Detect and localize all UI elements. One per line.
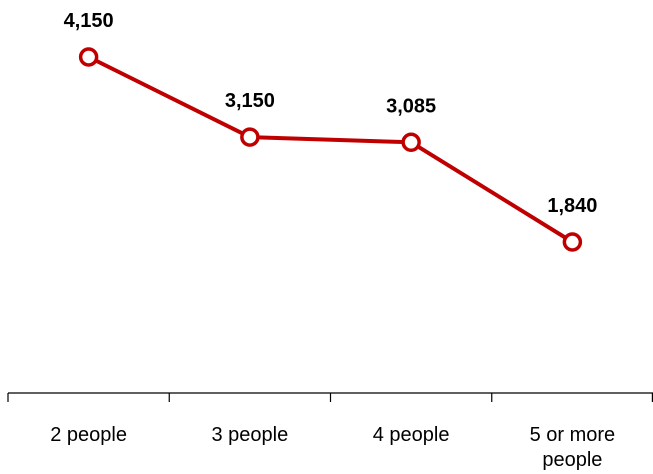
data-label: 3,085 [386, 95, 436, 117]
x-tick-label: 5 or more people [530, 424, 616, 471]
x-axis [7, 392, 653, 402]
x-tick-label: 3 people [212, 424, 289, 446]
series-line [87, 55, 574, 244]
series-line-group [87, 55, 574, 244]
data-label: 4,150 [64, 10, 114, 32]
data-point [240, 127, 260, 147]
data-point [401, 132, 421, 153]
x-tick-label: 2 people [50, 424, 127, 446]
data-markers [78, 47, 583, 252]
data-point [562, 232, 583, 252]
data-point [78, 47, 99, 67]
data-label: 1,840 [547, 195, 597, 217]
data-labels: 4,150 3,150 3,085 1,840 [64, 10, 598, 217]
data-label: 3,150 [225, 90, 275, 112]
x-tick-labels: 2 people 3 people 4 people 5 or more people [50, 424, 615, 471]
x-tick-label: 4 people [373, 424, 450, 446]
